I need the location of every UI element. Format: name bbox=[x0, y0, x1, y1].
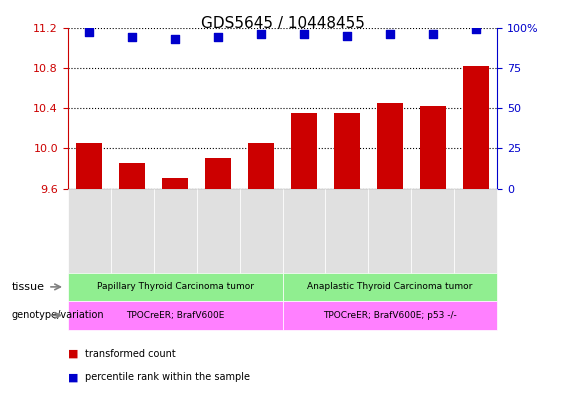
Point bbox=[471, 26, 480, 32]
Point bbox=[385, 31, 394, 37]
Point bbox=[128, 34, 137, 40]
Bar bbox=[463, 66, 489, 189]
Point bbox=[342, 33, 351, 39]
Text: TPOCreER; BrafV600E; p53 -/-: TPOCreER; BrafV600E; p53 -/- bbox=[323, 311, 457, 320]
Point bbox=[257, 31, 266, 37]
Text: GDS5645 / 10448455: GDS5645 / 10448455 bbox=[201, 16, 364, 31]
Bar bbox=[334, 113, 360, 189]
Point bbox=[85, 29, 94, 35]
Text: ■: ■ bbox=[68, 349, 79, 359]
Bar bbox=[76, 143, 102, 189]
Bar bbox=[420, 106, 446, 189]
Text: Papillary Thyroid Carcinoma tumor: Papillary Thyroid Carcinoma tumor bbox=[97, 283, 254, 291]
Bar bbox=[205, 158, 231, 189]
Point bbox=[299, 31, 308, 37]
Bar bbox=[162, 178, 188, 189]
Point bbox=[171, 36, 180, 42]
Text: percentile rank within the sample: percentile rank within the sample bbox=[85, 372, 250, 382]
Point bbox=[214, 34, 223, 40]
Bar bbox=[248, 143, 274, 189]
Text: tissue: tissue bbox=[11, 282, 44, 292]
Text: transformed count: transformed count bbox=[85, 349, 176, 359]
Text: TPOCreER; BrafV600E: TPOCreER; BrafV600E bbox=[126, 311, 224, 320]
Bar bbox=[377, 103, 403, 189]
Point bbox=[428, 31, 437, 37]
Text: genotype/variation: genotype/variation bbox=[11, 310, 104, 320]
Text: ■: ■ bbox=[68, 372, 79, 382]
Bar bbox=[119, 163, 145, 189]
Text: Anaplastic Thyroid Carcinoma tumor: Anaplastic Thyroid Carcinoma tumor bbox=[307, 283, 472, 291]
Bar bbox=[291, 113, 317, 189]
